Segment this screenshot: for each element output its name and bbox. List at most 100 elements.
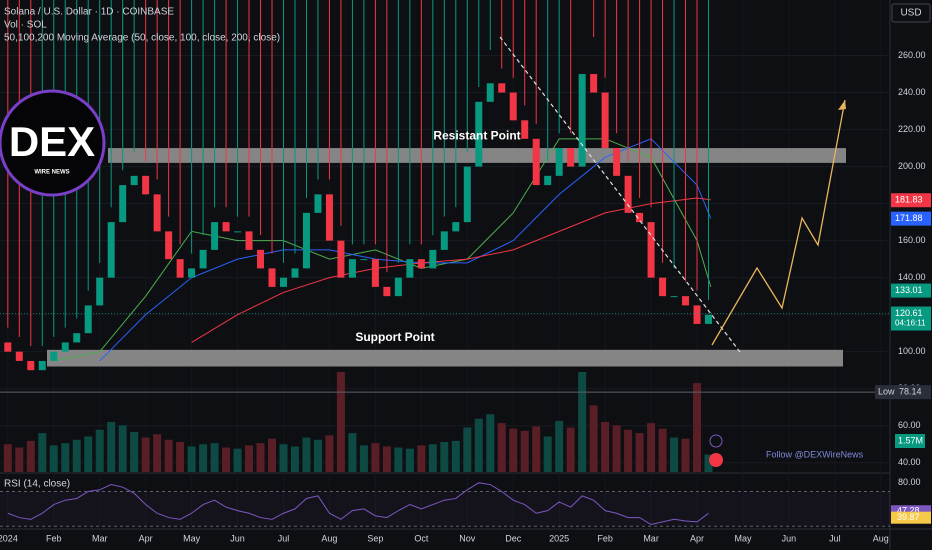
price-label-box (891, 283, 931, 298)
candle-body (601, 92, 609, 149)
candle-body (245, 231, 253, 250)
candle-body (211, 222, 219, 250)
price-label: 171.88 (895, 213, 923, 223)
candle-body (15, 351, 23, 361)
volume-bar (635, 433, 644, 472)
y-tick-label: 260.00 (898, 50, 926, 60)
x-tick-label: Jul (829, 533, 841, 543)
volume-bar (84, 436, 93, 472)
candle-body (50, 351, 58, 361)
volume-bar (417, 445, 426, 472)
candle-body (463, 166, 471, 223)
zone (47, 349, 843, 367)
candle-body (61, 342, 69, 352)
volume-bar (279, 444, 288, 472)
candle-body (130, 175, 138, 186)
volume-bar (336, 372, 345, 472)
volume-bar (405, 448, 414, 472)
volume-bar (589, 405, 598, 472)
candle-body (647, 222, 655, 278)
price-label-box (891, 211, 931, 226)
volume-bar (509, 428, 518, 472)
volume-bar (624, 429, 633, 472)
candle-body (268, 268, 276, 287)
logo-subtext: WIRE NEWS (34, 170, 69, 176)
volume-bar (325, 435, 334, 472)
x-tick-label: Feb (46, 533, 62, 543)
volume-bar (153, 434, 162, 472)
low-box (875, 385, 931, 400)
volume-bar (61, 443, 70, 472)
price-label: 181.83 (895, 195, 923, 205)
volume-bar (532, 426, 541, 472)
follow-text: Follow @DEXWireNews (766, 449, 864, 459)
candle-body (693, 305, 701, 324)
candle-body (532, 138, 540, 186)
x-tick-label: 2024 (0, 533, 18, 543)
volume-bar (176, 442, 185, 472)
candle-body (521, 120, 529, 139)
volume-bar (382, 446, 391, 472)
candle-body (314, 194, 322, 213)
volume-bar (164, 439, 173, 472)
candle-body (406, 259, 414, 278)
candle-body (452, 222, 460, 232)
candle-body (27, 360, 35, 371)
candle-body (199, 249, 207, 269)
candle-body (659, 277, 667, 297)
volume-bar (187, 446, 196, 472)
rsi-legend: RSI (14, close) (4, 479, 70, 490)
volume-legend: Vol · SOL (4, 20, 47, 31)
zone-label: Resistant Point (433, 128, 520, 142)
x-tick-label: Dec (505, 533, 522, 543)
x-tick-label: Sep (367, 533, 383, 543)
volume-bar (371, 443, 380, 472)
volume-bar (95, 429, 104, 472)
price-label-box (891, 193, 931, 208)
x-tick-label: Apr (690, 533, 704, 543)
volume-bar (130, 432, 139, 472)
candle-body (291, 268, 299, 278)
candle-body (142, 175, 150, 195)
volume-bar (578, 372, 587, 472)
candle-body (613, 148, 621, 176)
x-tick-label: Aug (321, 533, 337, 543)
candle-body (394, 277, 402, 297)
candle-body (222, 222, 230, 232)
volume-label-box (895, 434, 925, 448)
candle-body (578, 74, 586, 167)
y-tick-label: 60.00 (898, 420, 921, 430)
candle-body (636, 212, 644, 223)
price-label: 120.61 (895, 308, 923, 318)
candle-body (486, 83, 494, 102)
y-tick-label: 100.00 (898, 346, 926, 356)
volume-bar (107, 422, 116, 472)
price-label-box (891, 306, 931, 331)
y-tick-label: 240.00 (898, 87, 926, 97)
event-icon (709, 453, 723, 467)
candle-body (279, 277, 287, 287)
y-tick-label: 220.00 (898, 124, 926, 134)
y-tick-label: 140.00 (898, 272, 926, 282)
trendline (499, 36, 741, 353)
x-tick-label: Mar (92, 533, 108, 543)
candle-body (429, 249, 437, 269)
volume-bar (693, 383, 702, 472)
volume-bar (451, 440, 460, 472)
candle-body (119, 185, 127, 223)
candle-body (544, 175, 552, 186)
candle-body (153, 194, 161, 232)
x-tick-label: Oct (414, 533, 429, 543)
candle-body (96, 277, 104, 306)
x-tick-label: Aug (873, 533, 889, 543)
volume-bar (313, 439, 322, 472)
projection (711, 99, 846, 346)
candle-body (348, 259, 356, 278)
projection-arrow (838, 100, 846, 110)
volume-bar (38, 433, 47, 472)
candle-body (38, 360, 46, 371)
volume-bar (520, 430, 529, 472)
candle-body (73, 333, 81, 343)
volume-bar (199, 444, 208, 472)
candle-body (325, 194, 333, 241)
